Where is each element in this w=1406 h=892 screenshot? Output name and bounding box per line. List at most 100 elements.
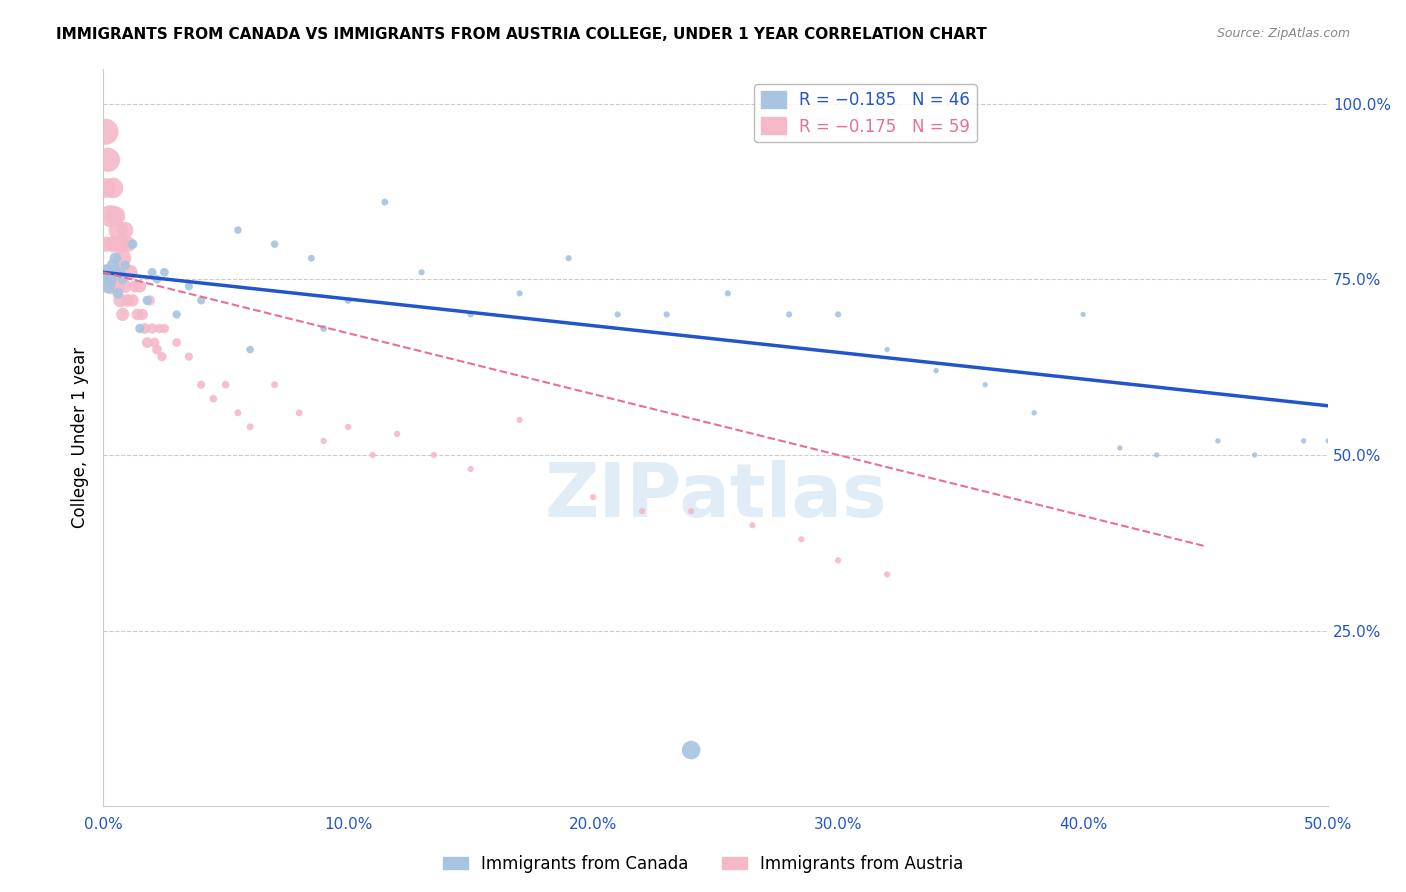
Point — [337, 293, 360, 308]
Point — [582, 490, 605, 504]
Point — [114, 223, 136, 237]
Point — [827, 553, 849, 567]
Point — [226, 223, 249, 237]
Point — [655, 308, 678, 322]
Point — [177, 350, 200, 364]
Point — [166, 308, 188, 322]
Point — [876, 567, 898, 582]
Point — [717, 286, 740, 301]
Point — [411, 265, 433, 279]
Point — [299, 251, 322, 265]
Point — [107, 279, 129, 293]
Point — [361, 448, 384, 462]
Point — [925, 364, 948, 378]
Point — [101, 181, 124, 195]
Legend: R = −0.185   N = 46, R = −0.175   N = 59: R = −0.185 N = 46, R = −0.175 N = 59 — [754, 84, 977, 142]
Point — [509, 286, 531, 301]
Point — [1206, 434, 1229, 448]
Point — [509, 413, 531, 427]
Point — [111, 251, 134, 265]
Point — [104, 251, 127, 265]
Point — [101, 237, 124, 252]
Point — [385, 426, 408, 441]
Point — [117, 237, 139, 252]
Point — [150, 350, 173, 364]
Point — [114, 279, 136, 293]
Point — [136, 293, 159, 308]
Point — [263, 237, 285, 252]
Point — [101, 258, 124, 272]
Point — [114, 258, 136, 272]
Point — [460, 462, 482, 476]
Point — [136, 335, 159, 350]
Point — [1071, 308, 1094, 322]
Point — [100, 279, 122, 293]
Point — [121, 293, 143, 308]
Point — [94, 265, 117, 279]
Point — [148, 321, 170, 335]
Point — [141, 321, 163, 335]
Point — [557, 251, 579, 265]
Point — [110, 237, 132, 252]
Point — [790, 533, 813, 547]
Point — [110, 265, 132, 279]
Point — [110, 293, 132, 308]
Point — [120, 265, 142, 279]
Point — [239, 420, 262, 434]
Point — [1109, 441, 1132, 455]
Point — [681, 504, 703, 518]
Point — [107, 223, 129, 237]
Point — [288, 406, 311, 420]
Point — [1292, 434, 1315, 448]
Point — [97, 265, 120, 279]
Point — [97, 279, 120, 293]
Point — [226, 406, 249, 420]
Point — [423, 448, 446, 462]
Point — [1317, 434, 1340, 448]
Point — [312, 321, 335, 335]
Point — [111, 308, 134, 322]
Point — [100, 272, 122, 286]
Point — [97, 153, 120, 167]
Legend: Immigrants from Canada, Immigrants from Austria: Immigrants from Canada, Immigrants from … — [436, 848, 970, 880]
Point — [1146, 448, 1168, 462]
Point — [146, 343, 169, 357]
Point — [104, 209, 127, 223]
Point — [124, 279, 146, 293]
Text: Source: ZipAtlas.com: Source: ZipAtlas.com — [1216, 27, 1350, 40]
Point — [631, 504, 654, 518]
Point — [190, 377, 212, 392]
Text: IMMIGRANTS FROM CANADA VS IMMIGRANTS FROM AUSTRIA COLLEGE, UNDER 1 YEAR CORRELAT: IMMIGRANTS FROM CANADA VS IMMIGRANTS FRO… — [56, 27, 987, 42]
Point — [741, 518, 763, 533]
Point — [876, 343, 898, 357]
Point — [117, 293, 139, 308]
Point — [128, 279, 150, 293]
Point — [100, 209, 122, 223]
Point — [1243, 448, 1265, 462]
Point — [190, 293, 212, 308]
Point — [121, 237, 143, 252]
Point — [460, 308, 482, 322]
Point — [153, 321, 176, 335]
Point — [202, 392, 225, 406]
Point — [111, 272, 134, 286]
Point — [146, 272, 169, 286]
Point — [153, 265, 176, 279]
Y-axis label: College, Under 1 year: College, Under 1 year — [72, 347, 89, 528]
Point — [606, 308, 628, 322]
Point — [131, 308, 153, 322]
Point — [312, 434, 335, 448]
Point — [107, 286, 129, 301]
Point — [143, 335, 166, 350]
Point — [239, 343, 262, 357]
Point — [94, 125, 117, 139]
Point — [778, 308, 800, 322]
Point — [94, 181, 117, 195]
Point — [166, 335, 188, 350]
Point — [104, 265, 127, 279]
Point — [128, 321, 150, 335]
Point — [94, 237, 117, 252]
Point — [134, 321, 156, 335]
Point — [827, 308, 849, 322]
Point — [138, 293, 160, 308]
